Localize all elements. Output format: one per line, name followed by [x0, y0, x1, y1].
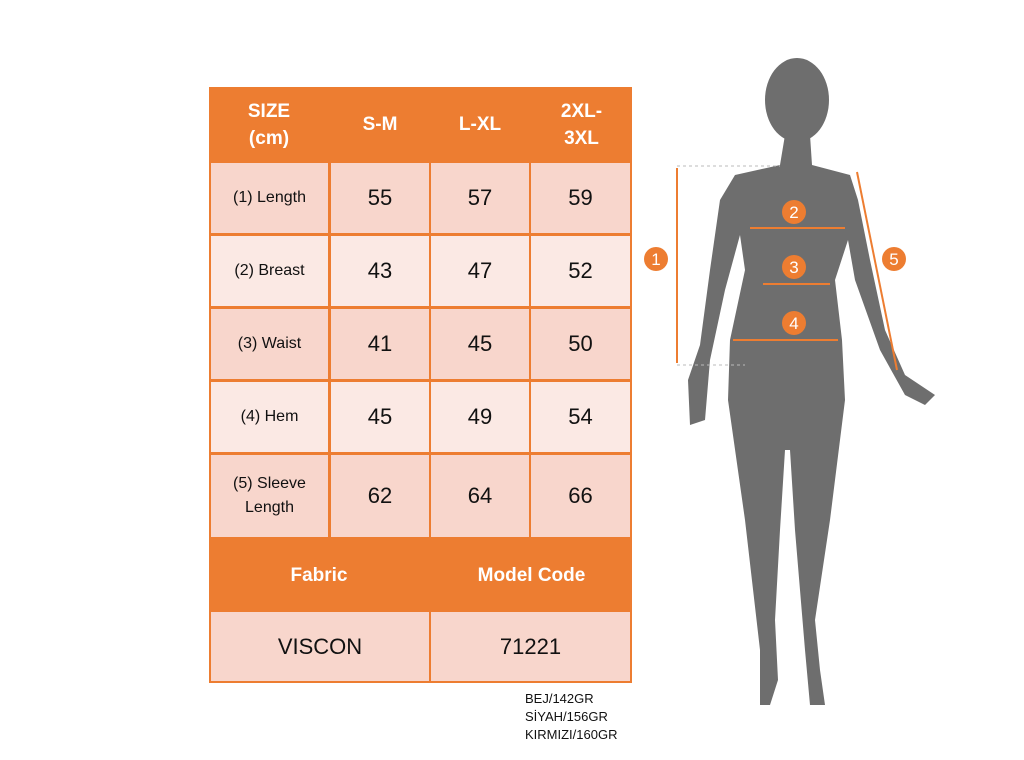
row-label: (5) Sleeve Length [211, 455, 328, 537]
size-value: 47 [431, 236, 529, 306]
marker-5-label: 5 [889, 250, 898, 269]
header-2xl3xl-text: 2XL- 3XL [560, 100, 603, 149]
fabric-weight-notes: BEJ/142GR SİYAH/156GR KIRMIZI/160GR [525, 690, 617, 744]
header-sm: S-M [362, 114, 398, 135]
row-label: (4) Hem [211, 382, 328, 452]
marker-4-label: 4 [789, 314, 798, 333]
row-label: (2) Breast [211, 236, 328, 306]
model-code-value: 71221 [431, 612, 630, 681]
row-label: (3) Waist [211, 309, 328, 379]
note: BEJ/142GR [525, 691, 594, 706]
header-2xl3xl: 2XL- 3XL [531, 87, 632, 162]
size-value: 49 [431, 382, 529, 452]
marker-1-icon [644, 247, 668, 271]
size-value: 50 [531, 309, 630, 379]
header-lxl: L-XL [458, 114, 502, 135]
model-code-header: Model Code [477, 564, 586, 586]
row-label: (1) Length [211, 163, 328, 233]
marker-2-icon [782, 200, 806, 224]
marker-3-icon [782, 255, 806, 279]
marker-4-icon [782, 311, 806, 335]
marker-5-icon [882, 247, 906, 271]
header-size: SIZE (cm) [209, 87, 329, 162]
fabric-header: Fabric [290, 564, 348, 586]
note: SİYAH/156GR [525, 709, 608, 724]
fabric-value: VISCON [211, 612, 429, 681]
marker-circles [644, 200, 906, 335]
size-value: 41 [331, 309, 429, 379]
size-value: 62 [331, 455, 429, 537]
size-value: 66 [531, 455, 630, 537]
marker-3-label: 3 [789, 258, 798, 277]
marker-2-label: 2 [789, 203, 798, 222]
size-value: 55 [331, 163, 429, 233]
measure-lines [676, 168, 898, 371]
size-table: SIZE (cm) S-M L-XL 2XL- 3XL (1) Length 55… [209, 87, 632, 683]
marker-1-label: 1 [651, 250, 660, 269]
size-value: 57 [431, 163, 529, 233]
size-value: 45 [431, 309, 529, 379]
silhouette-shape [688, 58, 935, 705]
body-silhouette: 1 2 3 4 5 [644, 58, 935, 705]
size-value: 59 [531, 163, 630, 233]
size-value: 45 [331, 382, 429, 452]
header-size-text: SIZE (cm) [247, 100, 291, 149]
note: KIRMIZI/160GR [525, 727, 618, 742]
size-value: 54 [531, 382, 630, 452]
size-value: 52 [531, 236, 630, 306]
size-value: 64 [431, 455, 529, 537]
size-value: 43 [331, 236, 429, 306]
